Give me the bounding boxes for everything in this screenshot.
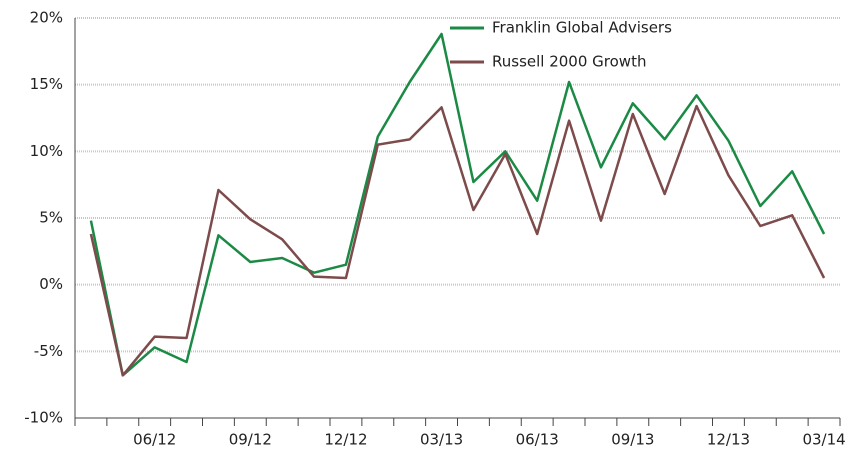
y-tick-label: 0% [39, 275, 63, 293]
series-line [89, 104, 826, 377]
legend-label: Franklin Global Advisers [492, 19, 672, 37]
x-tick-label: 12/12 [324, 431, 367, 449]
series-line [89, 32, 826, 377]
y-tick-label: 15% [30, 75, 63, 93]
x-tick-label: 06/13 [516, 431, 559, 449]
x-tick-label: 03/13 [420, 431, 463, 449]
x-tick-label: 12/13 [707, 431, 750, 449]
legend-label: Russell 2000 Growth [492, 53, 646, 71]
y-tick-label: 20% [30, 9, 63, 27]
x-tick-label: 03/14 [802, 431, 845, 449]
y-tick-label: -5% [34, 342, 63, 360]
y-tick-label: 5% [39, 209, 63, 227]
x-tick-label: 09/12 [229, 431, 272, 449]
x-tick-label: 09/13 [611, 431, 654, 449]
y-tick-label: 10% [30, 142, 63, 160]
y-tick-label: -10% [24, 409, 63, 427]
x-tick-label: 06/12 [133, 431, 176, 449]
